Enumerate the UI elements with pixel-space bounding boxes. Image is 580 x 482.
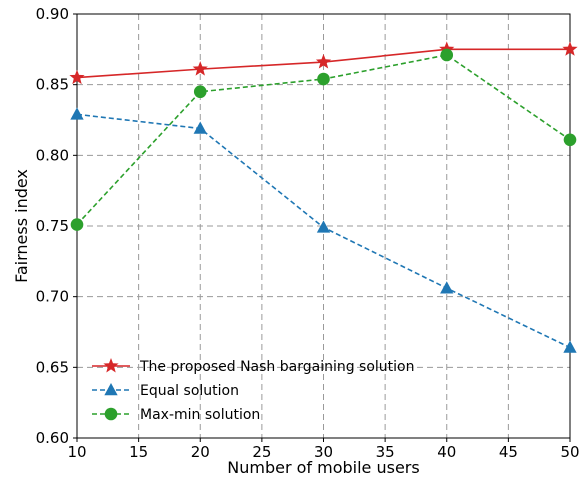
data-point-marker [193, 121, 207, 134]
y-tick-label: 0.80 [36, 146, 69, 164]
y-tick-label: 0.65 [36, 358, 69, 376]
legend: The proposed Nash bargaining solution Equ… [92, 358, 415, 423]
y-axis-title: Fairness index [12, 169, 31, 283]
data-point-marker [70, 218, 84, 231]
data-point-marker [563, 340, 577, 353]
x-tick-label: 15 [129, 443, 148, 461]
data-point-marker [563, 133, 577, 147]
y-axis-ticks: 0.60 0.65 0.70 0.75 0.80 0.85 0.90 [36, 5, 77, 447]
legend-item: Equal solution [92, 383, 239, 399]
x-tick-label: 35 [376, 443, 395, 461]
data-point-marker [193, 85, 207, 99]
data-point-marker [440, 48, 454, 62]
data-point-marker [317, 72, 330, 86]
y-tick-label: 0.90 [36, 5, 69, 23]
legend-item: Max-min solution [92, 407, 260, 423]
x-axis-ticks: 10 15 20 25 30 35 40 45 50 [67, 438, 580, 461]
data-point-marker [316, 220, 331, 233]
y-tick-label: 0.85 [36, 76, 69, 94]
y-tick-label: 0.70 [36, 288, 69, 306]
data-point-marker [440, 281, 454, 294]
legend-label: Max-min solution [140, 407, 260, 423]
x-tick-label: 20 [191, 443, 210, 461]
legend-label: The proposed Nash bargaining solution [139, 359, 415, 375]
series-2 [70, 107, 577, 353]
series-1 [69, 41, 578, 85]
data-point-marker [562, 41, 578, 56]
y-tick-label: 0.60 [36, 429, 69, 447]
legend-marker [104, 383, 118, 396]
x-tick-label: 40 [437, 443, 456, 461]
x-tick-label: 10 [67, 443, 86, 461]
data-point-marker [315, 54, 332, 69]
x-tick-label: 50 [560, 443, 579, 461]
legend-item: The proposed Nash bargaining solution [92, 358, 415, 375]
legend-marker [104, 407, 118, 421]
series-layer [69, 41, 578, 353]
data-point-marker [439, 41, 455, 56]
x-tick-label: 25 [252, 443, 271, 461]
x-tick-label: 30 [314, 443, 333, 461]
data-point-marker [192, 61, 208, 76]
data-point-marker [69, 69, 85, 85]
data-point-marker [70, 107, 84, 120]
y-tick-label: 0.75 [36, 217, 69, 235]
x-tick-label: 45 [499, 443, 518, 461]
legend-label: Equal solution [140, 383, 239, 399]
legend-marker [103, 358, 119, 373]
x-axis-title: Number of mobile users [227, 458, 419, 477]
series-3 [70, 48, 577, 231]
